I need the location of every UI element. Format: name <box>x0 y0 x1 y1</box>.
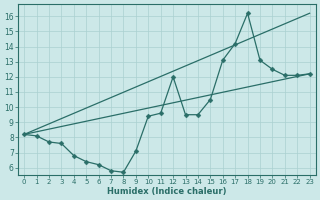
X-axis label: Humidex (Indice chaleur): Humidex (Indice chaleur) <box>107 187 227 196</box>
